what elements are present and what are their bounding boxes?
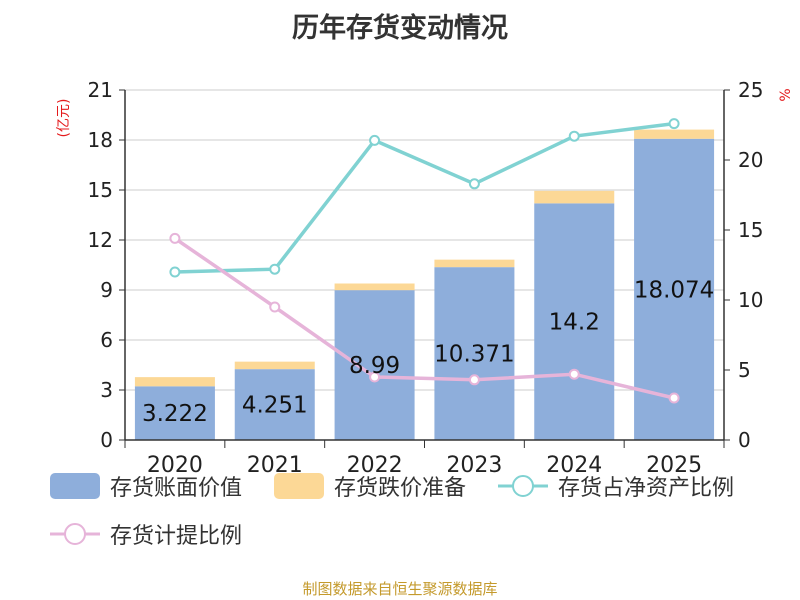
- y-tick-label: 3: [100, 378, 113, 402]
- y-tick-label: 15: [88, 178, 113, 202]
- legend-label: 存货计提比例: [110, 524, 243, 549]
- bar-book-value: [334, 290, 415, 440]
- line-point: [369, 134, 381, 146]
- data-label: 14.2: [549, 310, 600, 336]
- line-point: [668, 118, 680, 130]
- data-label: 8.99: [349, 353, 400, 379]
- bar-impairment: [634, 129, 715, 139]
- x-tick-label: 2020: [147, 453, 203, 478]
- data-label: 18.074: [634, 277, 714, 303]
- bar-book-value: [634, 138, 715, 440]
- y-tick-label: 18: [88, 128, 113, 152]
- line-point: [468, 178, 480, 190]
- axes: [119, 89, 730, 448]
- line-point: [269, 263, 281, 275]
- y2-tick-label: 20: [738, 148, 763, 172]
- y-tick-label: 21: [88, 78, 113, 102]
- line-point: [468, 374, 480, 386]
- legend-item-net-assets-ratio: 存货占净资产比例: [498, 470, 734, 502]
- bar-book-value: [534, 203, 615, 440]
- x-tick-label: 2023: [446, 453, 502, 478]
- legend-label: 存货账面价值: [110, 476, 243, 501]
- legend-item-provision-ratio: 存货计提比例: [50, 518, 242, 550]
- legend-swatch: [274, 473, 324, 499]
- x-tick-label: 2022: [347, 453, 403, 478]
- x-tick-label: 2024: [546, 453, 602, 478]
- line-point: [568, 368, 580, 380]
- bar-impairment: [434, 259, 515, 268]
- bar-impairment: [134, 377, 215, 387]
- data-label: 10.371: [434, 342, 514, 368]
- y2-tick-label: 15: [738, 218, 763, 242]
- series-line: [173, 236, 675, 400]
- y-tick-label: 12: [88, 228, 113, 252]
- legend-line-icon: [50, 523, 100, 545]
- line-point: [369, 371, 381, 383]
- bar-book-value: [434, 267, 515, 440]
- data-label: 3.222: [142, 401, 208, 427]
- bar-book-value: [134, 386, 215, 440]
- line-point: [169, 266, 181, 278]
- legend-label: 存货占净资产比例: [558, 476, 735, 501]
- bar-book-value: [234, 369, 315, 440]
- y2-tick-label: 10: [738, 288, 763, 312]
- legend-label: 存货跌价准备: [334, 476, 467, 501]
- y-tick-label: 9: [100, 278, 113, 302]
- data-label: 4.251: [242, 393, 308, 419]
- bar-impairment: [534, 190, 615, 204]
- legend-swatch: [50, 473, 100, 499]
- x-tick-label: 2025: [646, 453, 702, 478]
- y2-axis-title: %: [778, 88, 794, 101]
- legend-item-book-value: 存货账面价值: [50, 470, 242, 502]
- line-point: [668, 392, 680, 404]
- series-line: [174, 121, 675, 274]
- bars: [134, 129, 715, 440]
- y-tick-label: 0: [100, 428, 113, 452]
- y2-tick-label: 25: [738, 78, 763, 102]
- y2-tick-label: 0: [738, 428, 751, 452]
- legend-item-impairment: 存货跌价准备: [274, 470, 466, 502]
- line-point: [269, 301, 281, 313]
- chart-title: 历年存货变动情况: [292, 13, 508, 44]
- series-lines: [169, 118, 680, 404]
- y-axis-title: (亿元): [56, 99, 72, 138]
- line-point: [568, 130, 580, 142]
- line-point: [169, 232, 181, 244]
- bar-impairment: [334, 283, 415, 291]
- y2-tick-label: 5: [738, 358, 751, 382]
- data-source: 制图数据来自恒生聚源数据库: [302, 580, 498, 598]
- bar-impairment: [234, 361, 315, 370]
- y-tick-label: 6: [100, 328, 113, 352]
- legend-line-icon: [498, 475, 548, 497]
